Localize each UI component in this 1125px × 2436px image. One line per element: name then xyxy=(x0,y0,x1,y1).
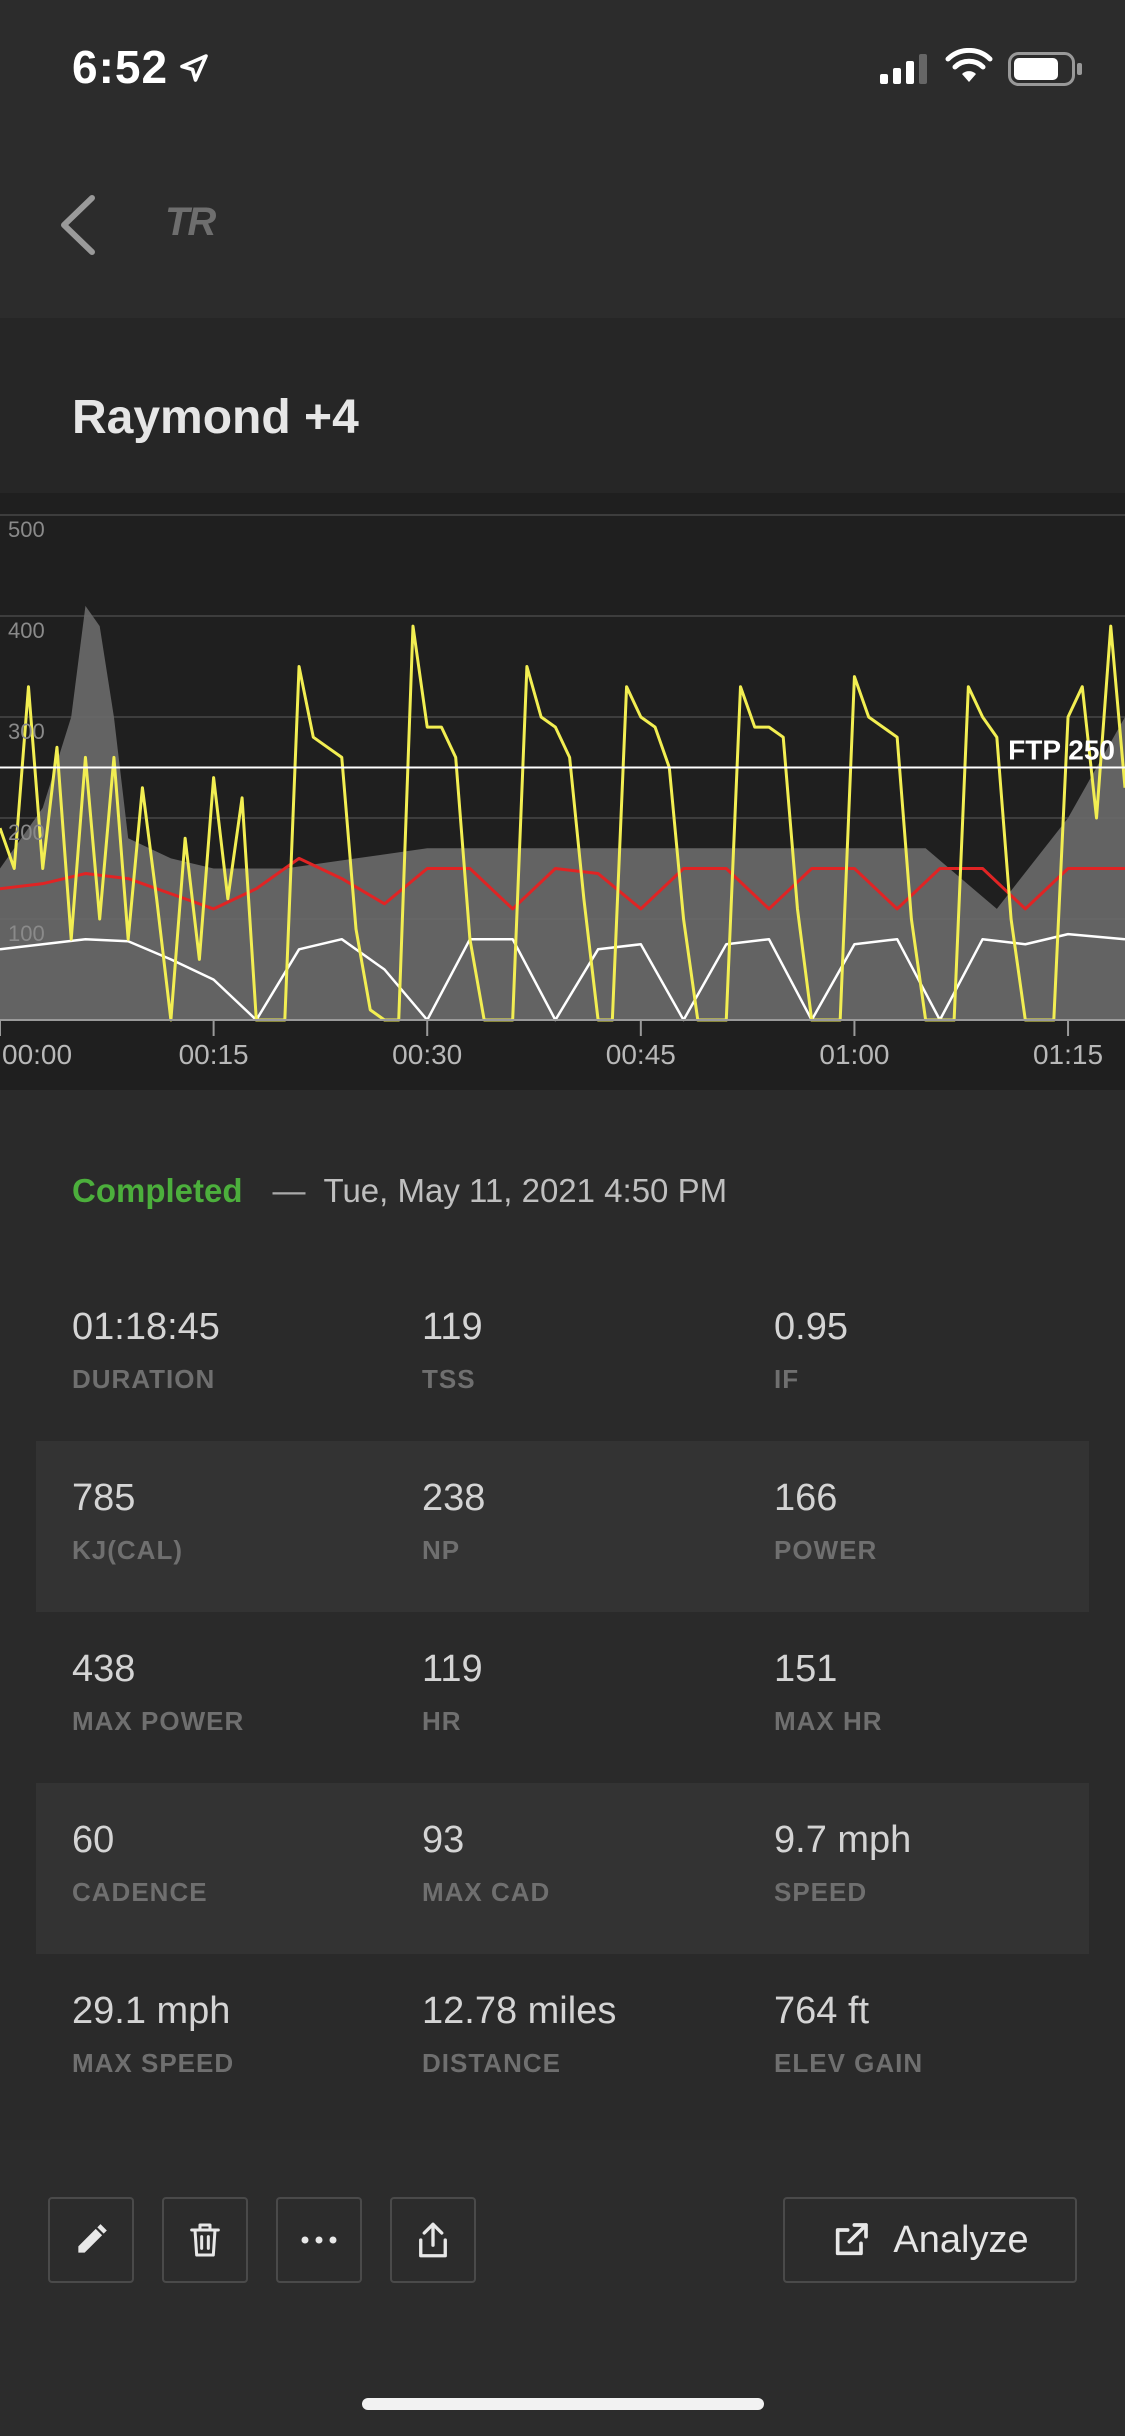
y-tick-label: 200 xyxy=(8,820,45,845)
stat-value: 119 xyxy=(422,1648,483,1690)
completion-line: Completed — Tue, May 11, 2021 4:50 PM xyxy=(72,1172,727,1210)
stat-label: CADENCE xyxy=(72,1877,208,1907)
stat-label: DURATION xyxy=(72,1364,216,1394)
trainerroad-logo: TR xyxy=(165,200,216,244)
stats-row: 438 MAX POWER 119 HR 151 MAX HR xyxy=(36,1612,1089,1783)
stat-label: NP xyxy=(422,1535,461,1565)
y-tick-label: 500 xyxy=(8,517,45,542)
y-tick-label: 300 xyxy=(8,719,45,744)
status-bar: 6:52 xyxy=(0,0,1125,130)
stat-label: MAX SPEED xyxy=(72,2048,235,2078)
stat-value: 29.1 mph xyxy=(72,1990,231,2032)
stat-label: KJ(CAL) xyxy=(72,1535,183,1565)
stat-value: 238 xyxy=(422,1477,486,1519)
stat-label: MAX POWER xyxy=(72,1706,245,1736)
workout-chart[interactable]: 500 400 300 200 100 FTP 250 00:00 00:15 00:30 00:… xyxy=(0,493,1125,1090)
stat-label: HR xyxy=(422,1706,462,1736)
share-icon xyxy=(419,2222,447,2258)
x-tick-label: 00:30 xyxy=(392,1039,462,1070)
home-indicator xyxy=(362,2398,764,2410)
more-dots-icon xyxy=(301,2236,337,2244)
stat-value: 0.95 xyxy=(774,1306,848,1348)
stat-value: 93 xyxy=(422,1819,465,1861)
separator-dash: — xyxy=(272,1172,306,1209)
stats-row: 60 CADENCE 93 MAX CAD 9.7 mph SPEED xyxy=(36,1783,1089,1954)
x-tick-label: 00:00 xyxy=(2,1039,72,1070)
pencil-icon xyxy=(78,2224,107,2253)
more-options-button[interactable] xyxy=(276,2197,362,2283)
stat-value: 01:18:45 xyxy=(72,1306,220,1348)
heart-rate-line xyxy=(0,856,1125,911)
cellular-signal-icon xyxy=(880,54,927,84)
ftp-label: FTP 250 xyxy=(1008,735,1115,766)
workout-summary: Completed — Tue, May 11, 2021 4:50 PM 01:1… xyxy=(0,1090,1125,2140)
wifi-icon xyxy=(945,48,993,82)
delete-button[interactable] xyxy=(162,2197,248,2283)
y-tick-label: 100 xyxy=(8,921,45,946)
nav-bar: TR xyxy=(0,130,1125,318)
status-time: 6:52 xyxy=(72,41,169,93)
edit-button[interactable] xyxy=(48,2197,134,2283)
stat-value: 12.78 miles xyxy=(422,1990,617,2032)
external-link-icon xyxy=(836,2223,869,2256)
stat-value: 9.7 mph xyxy=(774,1819,912,1861)
stat-label: ELEV GAIN xyxy=(774,2048,924,2078)
back-button[interactable] xyxy=(50,190,110,260)
stat-label: DISTANCE xyxy=(422,2048,561,2078)
workout-chart-svg: 500 400 300 200 100 FTP 250 00:00 00:15 00:30 00:… xyxy=(0,514,1125,1070)
stat-label: SPEED xyxy=(774,1877,868,1907)
stat-label: IF xyxy=(774,1364,800,1394)
stats-row: 785 KJ(CAL) 238 NP 166 POWER xyxy=(36,1441,1089,1612)
stat-label: MAX HR xyxy=(774,1706,883,1736)
stat-value: 151 xyxy=(774,1648,838,1690)
location-arrow-icon xyxy=(180,54,208,82)
x-tick-label: 00:15 xyxy=(179,1039,249,1070)
stat-value: 119 xyxy=(422,1306,483,1348)
bottom-action-bar: Analyze xyxy=(0,2140,1125,2436)
x-tick-label: 01:15 xyxy=(1033,1039,1103,1070)
status-completed: Completed xyxy=(72,1172,243,1209)
workout-title: Raymond +4 xyxy=(72,391,359,444)
stats-row: 01:18:45 DURATION 119 TSS 0.95 IF xyxy=(36,1270,1089,1441)
stats-row: 29.1 mph MAX SPEED 12.78 miles DISTANCE 76… xyxy=(36,1954,1089,2125)
stat-value: 438 xyxy=(72,1648,136,1690)
stat-value: 764 ft xyxy=(774,1990,870,2032)
stat-label: MAX CAD xyxy=(422,1877,551,1907)
analyze-button[interactable]: Analyze xyxy=(783,2197,1077,2283)
battery-icon xyxy=(1008,52,1082,86)
x-tick-label: 00:45 xyxy=(606,1039,676,1070)
stat-value: 166 xyxy=(774,1477,838,1519)
stat-label: POWER xyxy=(774,1535,878,1565)
y-tick-label: 400 xyxy=(8,618,45,643)
share-button[interactable] xyxy=(390,2197,476,2283)
x-tick-label: 01:00 xyxy=(819,1039,889,1070)
analyze-label: Analyze xyxy=(893,2218,1029,2261)
title-section: Raymond +4 xyxy=(0,318,1125,493)
trash-icon xyxy=(190,2223,220,2257)
stat-value: 60 xyxy=(72,1819,115,1861)
stat-value: 785 xyxy=(72,1477,136,1519)
workout-date: Tue, May 11, 2021 4:50 PM xyxy=(323,1172,728,1209)
stat-label: TSS xyxy=(422,1364,476,1394)
stats-grid: 01:18:45 DURATION 119 TSS 0.95 IF 785 KJ(CAL… xyxy=(36,1270,1089,2125)
